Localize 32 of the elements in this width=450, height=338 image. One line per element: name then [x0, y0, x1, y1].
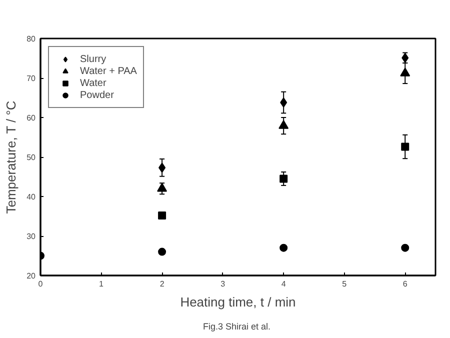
legend-label: Water [80, 77, 106, 89]
y-axis-title: Temperature, T / °C [4, 100, 19, 214]
point [157, 182, 168, 192]
point [400, 68, 410, 76]
y-tick-label: 30 [26, 232, 36, 241]
point [278, 120, 289, 129]
x-tick-label: 1 [99, 280, 104, 288]
x-tick-label: 2 [160, 280, 165, 288]
x-tick-label: 5 [342, 280, 348, 288]
y-tick-label: 20 [26, 272, 36, 280]
point [401, 142, 410, 151]
y-tick-label: 50 [26, 153, 36, 162]
point [280, 174, 288, 183]
legend-label: Powder [80, 89, 114, 101]
x-tick-label: 6 [402, 280, 408, 288]
y-tick-label: 70 [26, 74, 36, 83]
x-tick-label: 4 [281, 280, 286, 288]
y-tick-label: 40 [26, 192, 36, 202]
x-tick-label: 3 [220, 280, 226, 288]
y-tick-label: 60 [26, 114, 36, 122]
point [158, 162, 166, 173]
caption: Fig.3 Shirai et al. [202, 322, 271, 332]
point [158, 211, 166, 220]
point [158, 248, 166, 256]
point [280, 97, 288, 108]
y-tick-label: 80 [26, 34, 36, 44]
x-axis-title: Heating time, t / min [180, 294, 296, 310]
x-tick-label: 0 [38, 280, 44, 288]
point [401, 244, 410, 252]
legend-label: Slurry [80, 53, 106, 65]
point [280, 244, 288, 252]
legend-label: Water + PAA [80, 65, 137, 77]
